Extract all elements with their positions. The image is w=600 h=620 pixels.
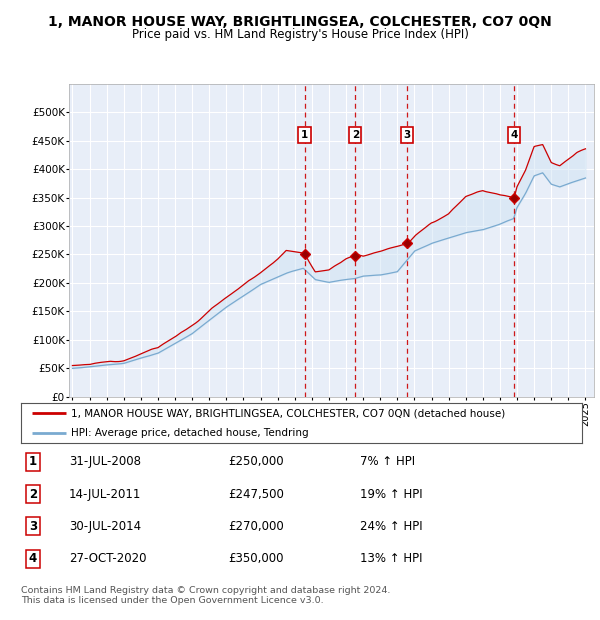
Text: 3: 3 <box>29 520 37 533</box>
Text: £247,500: £247,500 <box>228 488 284 500</box>
Text: 2: 2 <box>352 130 359 140</box>
Text: 31-JUL-2008: 31-JUL-2008 <box>69 456 141 468</box>
Text: 1, MANOR HOUSE WAY, BRIGHTLINGSEA, COLCHESTER, CO7 0QN (detached house): 1, MANOR HOUSE WAY, BRIGHTLINGSEA, COLCH… <box>71 408 506 418</box>
Text: 13% ↑ HPI: 13% ↑ HPI <box>360 552 422 565</box>
Text: Price paid vs. HM Land Registry's House Price Index (HPI): Price paid vs. HM Land Registry's House … <box>131 28 469 41</box>
Text: 1: 1 <box>301 130 308 140</box>
Text: 1: 1 <box>29 456 37 468</box>
Text: 3: 3 <box>404 130 411 140</box>
Text: 30-JUL-2014: 30-JUL-2014 <box>69 520 141 533</box>
Text: 24% ↑ HPI: 24% ↑ HPI <box>360 520 422 533</box>
Text: 4: 4 <box>29 552 37 565</box>
Text: HPI: Average price, detached house, Tendring: HPI: Average price, detached house, Tend… <box>71 428 309 438</box>
Text: Contains HM Land Registry data © Crown copyright and database right 2024.
This d: Contains HM Land Registry data © Crown c… <box>21 586 391 605</box>
Text: 19% ↑ HPI: 19% ↑ HPI <box>360 488 422 500</box>
Text: 14-JUL-2011: 14-JUL-2011 <box>69 488 142 500</box>
Text: 1, MANOR HOUSE WAY, BRIGHTLINGSEA, COLCHESTER, CO7 0QN: 1, MANOR HOUSE WAY, BRIGHTLINGSEA, COLCH… <box>48 16 552 30</box>
Text: 27-OCT-2020: 27-OCT-2020 <box>69 552 146 565</box>
Text: £350,000: £350,000 <box>228 552 284 565</box>
Text: 2: 2 <box>29 488 37 500</box>
Text: £250,000: £250,000 <box>228 456 284 468</box>
Text: 7% ↑ HPI: 7% ↑ HPI <box>360 456 415 468</box>
Text: 4: 4 <box>511 130 518 140</box>
Text: £270,000: £270,000 <box>228 520 284 533</box>
